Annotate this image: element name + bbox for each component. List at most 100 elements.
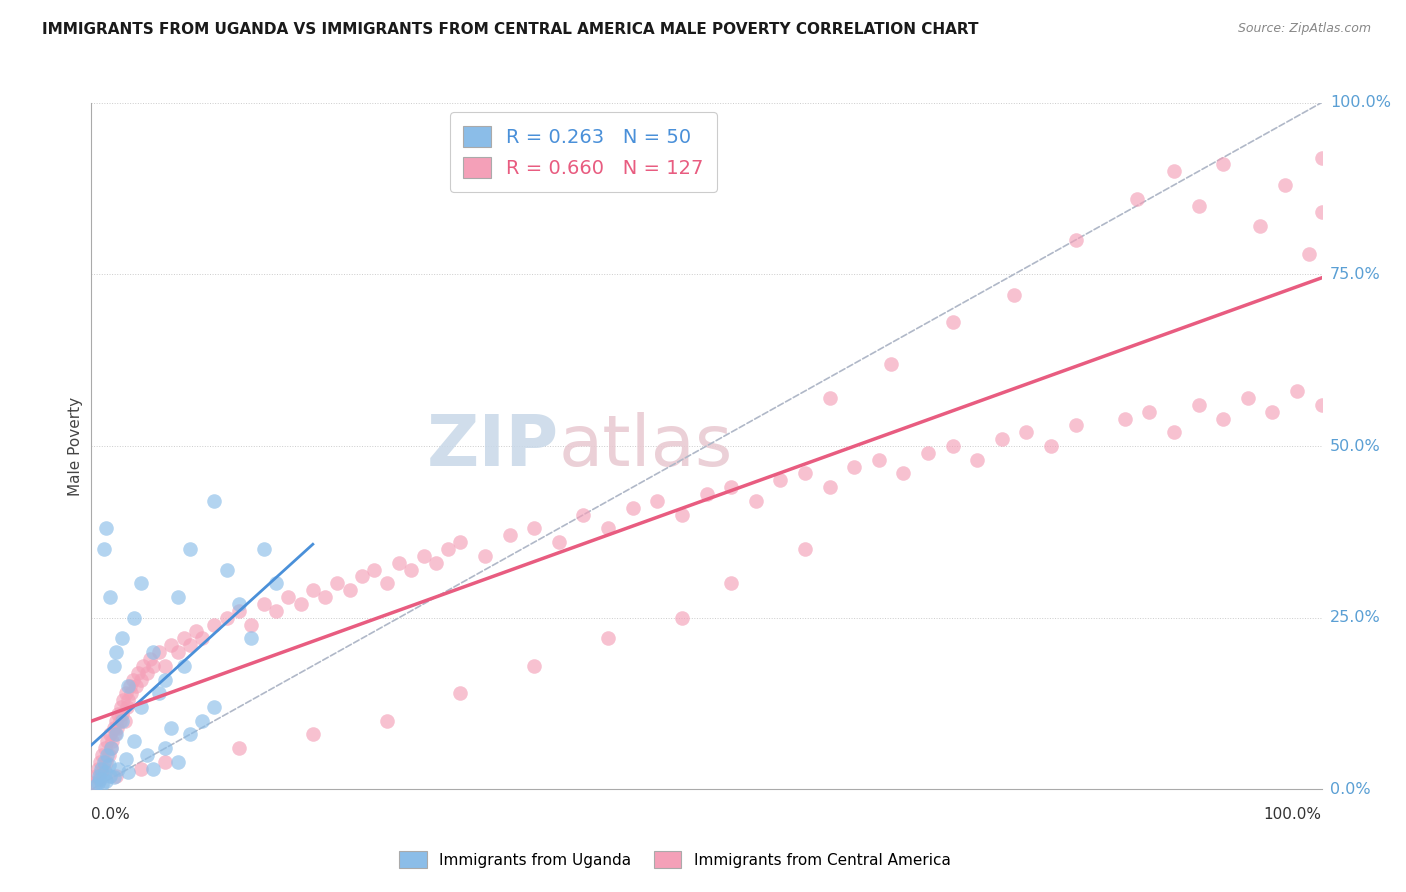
- Point: [148, 645, 170, 659]
- Point: [498, 528, 520, 542]
- Point: [103, 770, 125, 784]
- Point: [110, 700, 132, 714]
- Point: [98, 590, 121, 604]
- Point: [93, 762, 115, 776]
- Point: [793, 541, 815, 557]
- Point: [621, 500, 644, 515]
- Point: [153, 658, 177, 673]
- Point: [314, 590, 336, 604]
- Point: [301, 583, 323, 598]
- Point: [1212, 411, 1234, 425]
- Text: 0.0%: 0.0%: [1330, 782, 1371, 797]
- Point: [1310, 151, 1333, 165]
- Point: [91, 777, 114, 791]
- Point: [240, 632, 263, 646]
- Text: 50.0%: 50.0%: [1330, 439, 1381, 453]
- Point: [103, 658, 125, 673]
- Point: [240, 617, 263, 632]
- Point: [191, 714, 214, 728]
- Point: [107, 706, 129, 721]
- Point: [117, 765, 139, 780]
- Point: [1114, 411, 1136, 425]
- Point: [83, 775, 105, 789]
- Point: [1237, 391, 1260, 405]
- Point: [1139, 405, 1161, 419]
- Point: [96, 521, 117, 535]
- Y-axis label: Male Poverty: Male Poverty: [67, 396, 83, 496]
- Point: [166, 645, 188, 659]
- Point: [129, 673, 152, 687]
- Point: [142, 658, 165, 673]
- Point: [160, 721, 183, 735]
- Text: 75.0%: 75.0%: [1330, 267, 1381, 282]
- Point: [253, 597, 276, 611]
- Point: [352, 569, 374, 583]
- Point: [112, 693, 135, 707]
- Point: [215, 611, 238, 625]
- Point: [96, 755, 117, 769]
- Point: [1249, 219, 1271, 234]
- Text: ZIP: ZIP: [426, 411, 558, 481]
- Point: [399, 563, 422, 577]
- Point: [1285, 384, 1308, 398]
- Point: [228, 741, 250, 756]
- Text: 100.0%: 100.0%: [1330, 95, 1391, 110]
- Point: [253, 541, 276, 557]
- Point: [129, 700, 152, 714]
- Point: [86, 769, 108, 783]
- Point: [301, 727, 323, 741]
- Point: [114, 686, 138, 700]
- Point: [104, 727, 127, 741]
- Point: [363, 563, 385, 577]
- Point: [105, 721, 128, 735]
- Point: [474, 549, 496, 563]
- Point: [101, 734, 124, 748]
- Point: [111, 714, 134, 728]
- Point: [160, 638, 183, 652]
- Point: [1274, 178, 1296, 192]
- Point: [596, 521, 619, 535]
- Point: [548, 535, 571, 549]
- Point: [100, 741, 122, 756]
- Point: [277, 590, 299, 604]
- Point: [124, 734, 146, 748]
- Point: [124, 611, 146, 625]
- Point: [173, 632, 195, 646]
- Point: [449, 535, 471, 549]
- Point: [96, 747, 118, 762]
- Text: Source: ZipAtlas.com: Source: ZipAtlas.com: [1237, 22, 1371, 36]
- Point: [388, 556, 411, 570]
- Point: [148, 686, 170, 700]
- Point: [868, 452, 890, 467]
- Point: [966, 452, 988, 467]
- Point: [120, 686, 142, 700]
- Point: [105, 714, 127, 728]
- Point: [264, 576, 287, 591]
- Point: [437, 541, 460, 557]
- Point: [228, 604, 250, 618]
- Point: [671, 508, 693, 522]
- Point: [1212, 157, 1234, 171]
- Point: [1261, 405, 1284, 419]
- Point: [1310, 398, 1333, 412]
- Point: [818, 480, 841, 494]
- Point: [98, 769, 121, 783]
- Point: [179, 638, 201, 652]
- Point: [105, 769, 127, 783]
- Point: [129, 576, 152, 591]
- Point: [84, 779, 107, 793]
- Point: [1064, 418, 1087, 433]
- Point: [202, 494, 225, 508]
- Point: [118, 680, 141, 694]
- Point: [412, 549, 434, 563]
- Point: [107, 762, 129, 776]
- Point: [114, 714, 136, 728]
- Point: [375, 714, 398, 728]
- Point: [166, 755, 188, 769]
- Point: [135, 665, 157, 680]
- Legend: Immigrants from Uganda, Immigrants from Central America: Immigrants from Uganda, Immigrants from …: [391, 844, 959, 875]
- Point: [111, 706, 134, 721]
- Point: [1015, 425, 1038, 440]
- Point: [153, 755, 177, 769]
- Point: [114, 751, 138, 765]
